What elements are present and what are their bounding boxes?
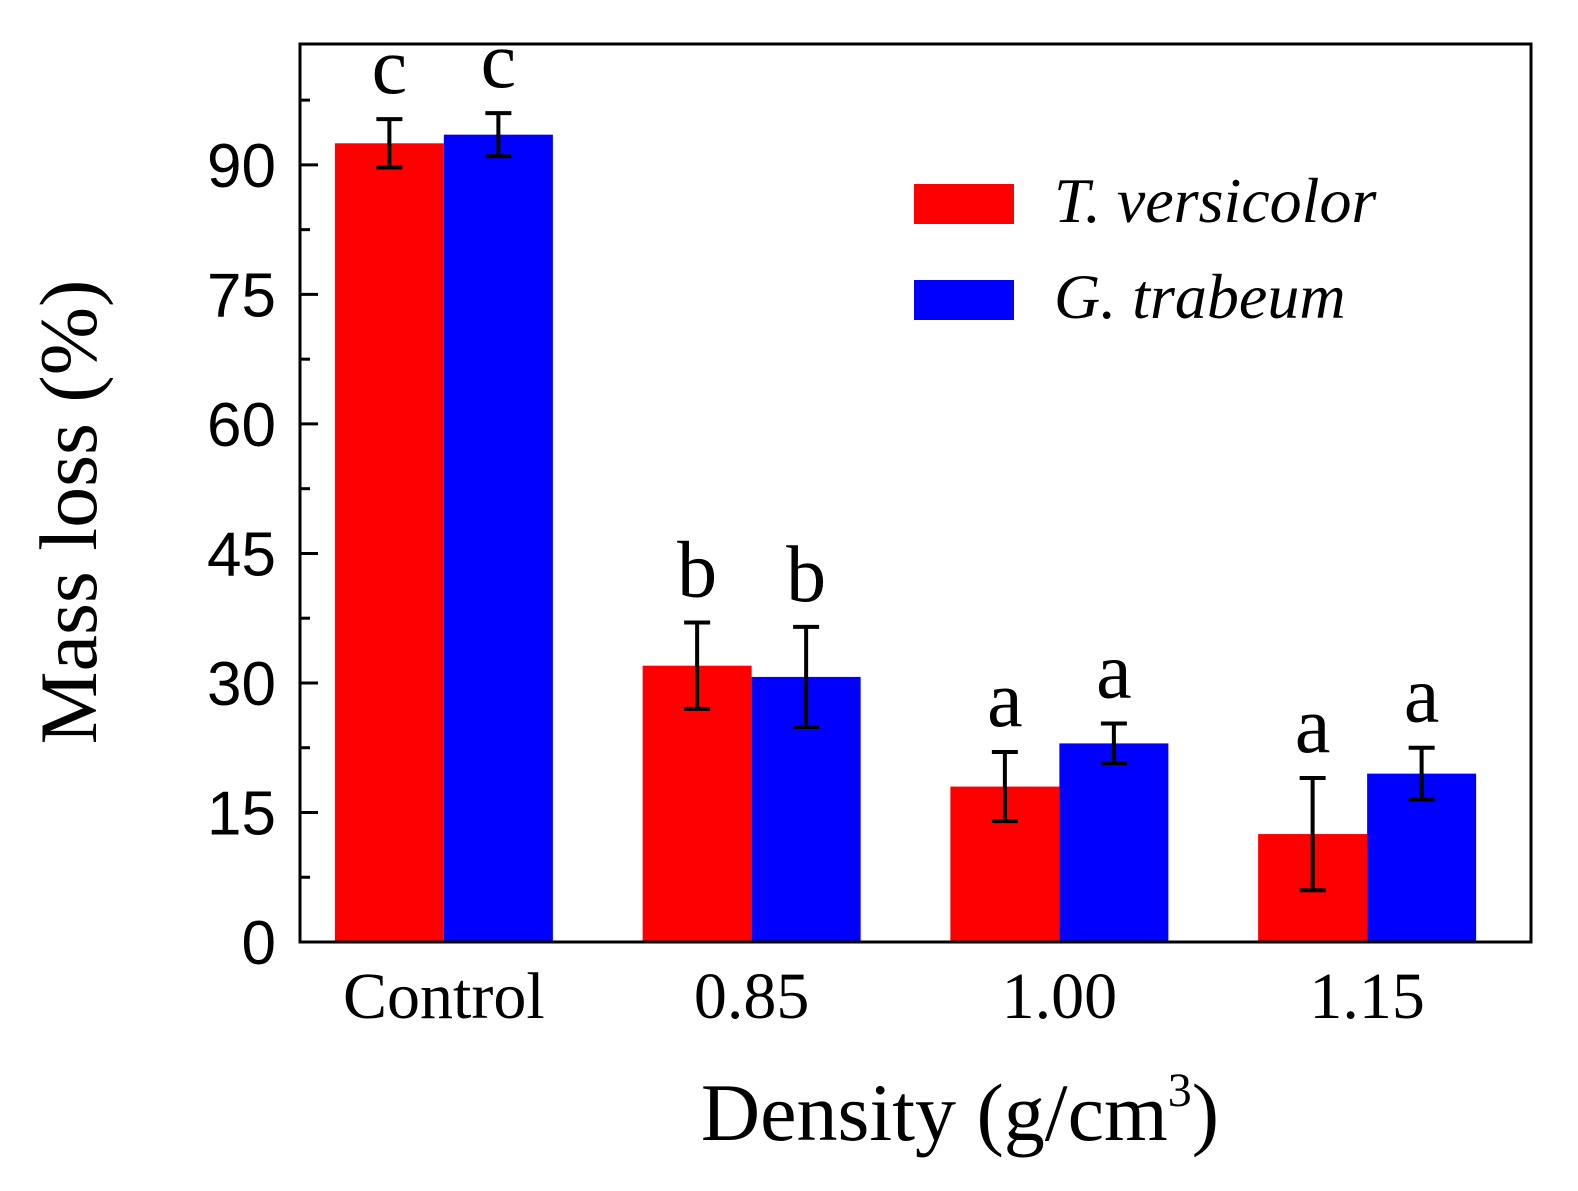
x-tick-label-0: Control bbox=[343, 960, 545, 1033]
y-tick-label-6: 90 bbox=[207, 132, 276, 201]
x-axis-title-close: ) bbox=[1192, 1067, 1219, 1158]
bar-series1-0 bbox=[334, 143, 444, 942]
x-tick-label-3: 1.15 bbox=[1309, 960, 1425, 1033]
y-tick-label-3: 45 bbox=[207, 520, 276, 589]
axes-layer bbox=[298, 42, 1533, 944]
x-tick-labels-layer: Control 0.85 1.00 1.15 bbox=[343, 960, 1425, 1033]
y-tick-label-5: 75 bbox=[207, 261, 276, 330]
y-axis-title: Mass loss (%) bbox=[23, 280, 114, 745]
x-axis-title: Density (g/cm3) bbox=[701, 1064, 1219, 1158]
legend-swatch-1 bbox=[914, 280, 1014, 320]
significance-letter-1-1: b bbox=[786, 531, 826, 619]
y-tick-label-2: 30 bbox=[207, 650, 276, 719]
bars-layer bbox=[334, 134, 1477, 943]
x-tick-label-2: 1.00 bbox=[1002, 960, 1118, 1033]
x-axis-title-superscript: 3 bbox=[1168, 1064, 1192, 1117]
x-axis-title-main: Density (g/cm bbox=[701, 1067, 1168, 1158]
y-ticks-layer: 0 15 30 45 60 75 90 bbox=[207, 98, 318, 978]
x-tick-label-1: 0.85 bbox=[694, 960, 810, 1033]
plot-frame bbox=[298, 42, 1533, 944]
error-bars-layer bbox=[376, 111, 1435, 893]
bar-series2-3 bbox=[1367, 773, 1477, 942]
y-tick-label-4: 60 bbox=[207, 391, 276, 460]
significance-letter-0-1: b bbox=[677, 527, 717, 615]
significance-letter-1-0: c bbox=[481, 17, 517, 105]
legend: T. versicolor G. trabeum bbox=[914, 165, 1377, 332]
significance-letter-1-2: a bbox=[1096, 628, 1132, 716]
significance-letter-0-0: c bbox=[372, 23, 408, 111]
legend-label-0: T. versicolor bbox=[1054, 165, 1377, 236]
y-tick-label-1: 15 bbox=[207, 779, 276, 848]
y-tick-label-0: 0 bbox=[242, 909, 276, 978]
significance-letter-1-3: a bbox=[1404, 652, 1440, 740]
significance-letters-layer: c cb ba aa a bbox=[372, 17, 1440, 770]
significance-letter-0-3: a bbox=[1295, 682, 1331, 770]
bar-series1-1 bbox=[642, 665, 752, 942]
legend-label-1: G. trabeum bbox=[1054, 261, 1346, 332]
bar-series2-2 bbox=[1059, 743, 1169, 942]
bar-series2-0 bbox=[443, 134, 553, 943]
significance-letter-0-2: a bbox=[987, 656, 1023, 744]
legend-swatch-0 bbox=[914, 184, 1014, 224]
